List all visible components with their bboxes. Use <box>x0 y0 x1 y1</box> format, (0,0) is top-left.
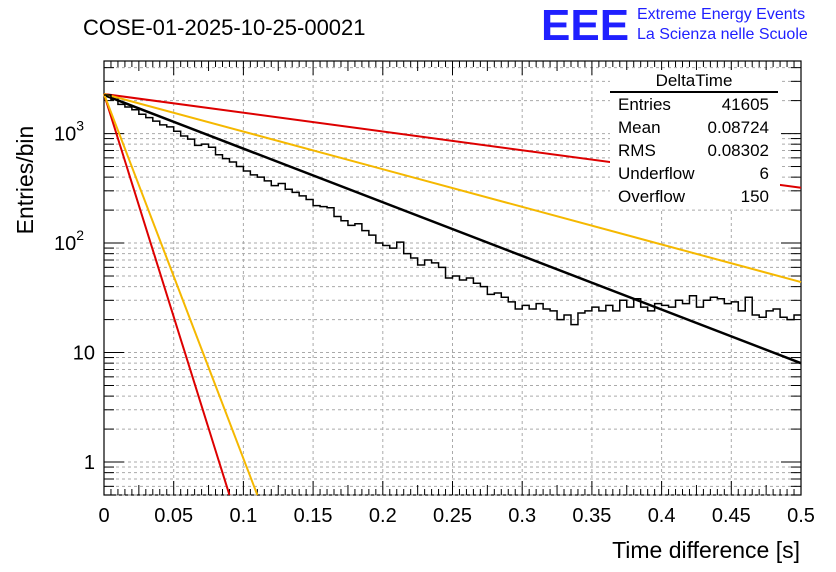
stats-row-label: Mean <box>618 118 661 137</box>
stats-title: DeltaTime <box>656 71 733 90</box>
minor-ticks <box>103 61 802 496</box>
curves <box>103 92 802 496</box>
stats-rows: Entries 41605 Mean 0.08724 RMS 0.08302 Underfl… <box>618 95 769 206</box>
stats-row-value: 150 <box>741 187 769 206</box>
stats-row-label: Underflow <box>618 164 695 183</box>
y-tick-label: 1 <box>84 452 95 474</box>
x-tick-label: 0 <box>98 505 109 527</box>
stats-row-value: 0.08302 <box>708 141 769 160</box>
logo-line-2: La Scienza nelle Scuole <box>637 26 808 43</box>
x-tick-label: 0.3 <box>508 505 536 527</box>
y-tick-label: 102 <box>54 227 84 255</box>
histogram-steps <box>104 94 801 326</box>
x-tick-label: 0.1 <box>229 505 257 527</box>
chart-title: COSE-01-2025-10-25-00021 <box>83 15 366 40</box>
y-axis-label: Entries/bin <box>12 126 38 235</box>
stats-row-label: Entries <box>618 95 671 114</box>
y-tick-label: 10 <box>73 343 95 365</box>
logo-acronym: EEE <box>541 1 629 50</box>
x-tick-label: 0.5 <box>787 505 815 527</box>
y-tick-labels: 1 10 102 103 <box>54 118 95 474</box>
x-tick-label: 0.4 <box>648 505 676 527</box>
curve-reference-red-steep <box>103 93 231 496</box>
x-tick-label: 0.25 <box>433 505 472 527</box>
x-tick-label: 0.2 <box>369 505 397 527</box>
stats-row-value: 41605 <box>722 95 769 114</box>
eee-logo: EEE Extreme Energy Events La Scienza nel… <box>541 1 808 50</box>
logo-line-1: Extreme Energy Events <box>637 6 805 23</box>
y-tick-label: 103 <box>54 118 84 146</box>
curve-reference-orange-shallow <box>103 92 802 284</box>
x-axis-label: Time difference [s] <box>612 537 800 563</box>
curve-fit <box>103 93 802 365</box>
histogram <box>104 94 801 326</box>
x-tick-label: 0.05 <box>154 505 193 527</box>
x-tick-label: 0.45 <box>712 505 751 527</box>
stats-row-label: RMS <box>618 141 656 160</box>
curve-reference-orange-steep <box>103 93 259 496</box>
x-tick-label: 0.35 <box>572 505 611 527</box>
x-tick-label: 0.15 <box>294 505 333 527</box>
stats-box: DeltaTime Entries 41605 Mean 0.08724 RMS 0.08… <box>610 70 780 208</box>
stats-row-value: 6 <box>760 164 769 183</box>
stats-row-value: 0.08724 <box>708 118 769 137</box>
x-tick-labels: 0 0.05 0.1 0.15 0.2 0.25 0.3 0.35 0.4 0.45 0.5 <box>98 505 814 527</box>
stats-row-label: Overflow <box>618 187 686 206</box>
